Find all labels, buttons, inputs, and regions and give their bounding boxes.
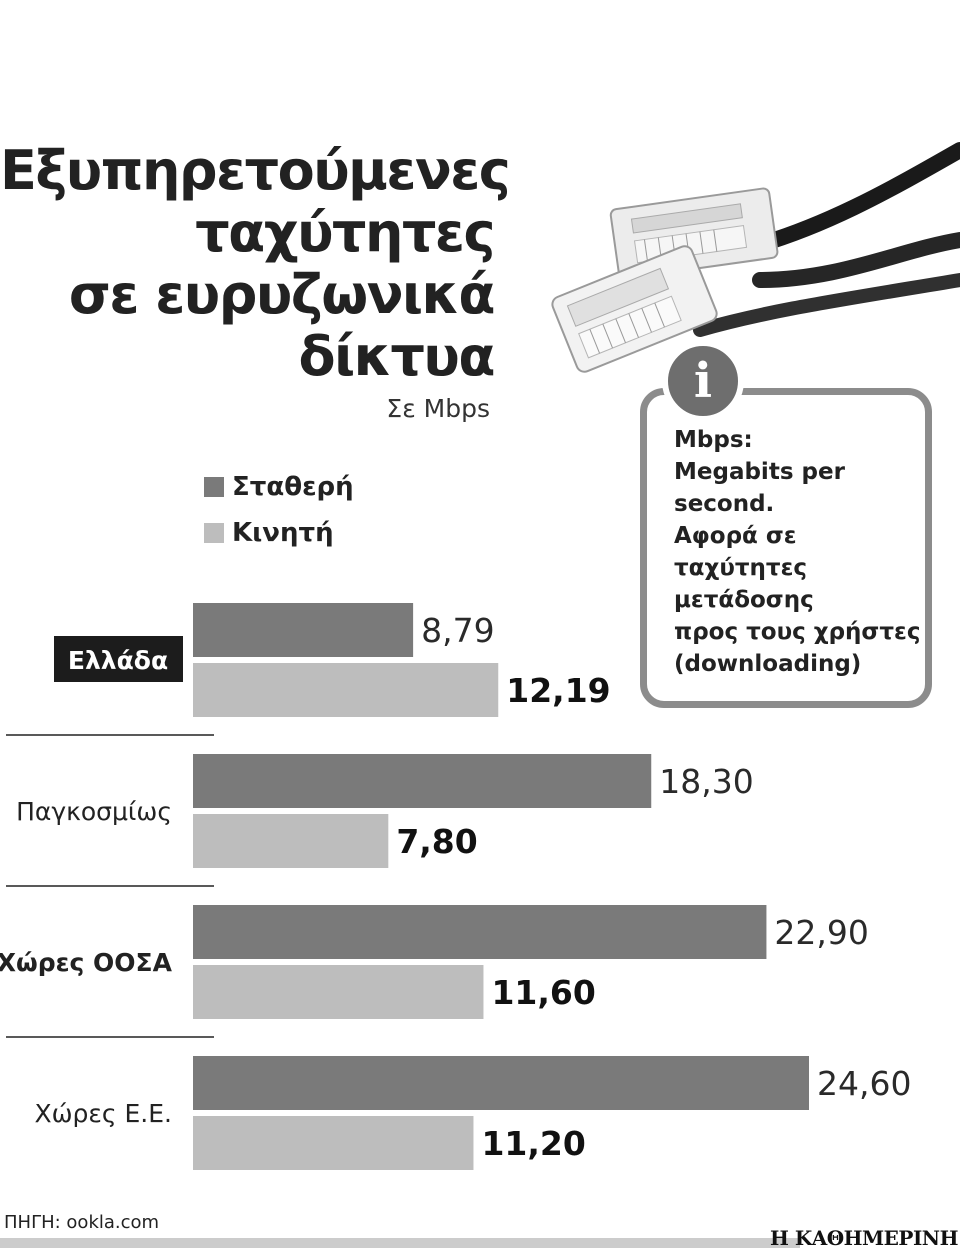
bar-fixed: [193, 905, 767, 959]
category-highlight: [54, 636, 183, 682]
legend-item-mobile: Κινητή: [204, 516, 334, 550]
category-label: Ελλάδα: [68, 646, 168, 675]
bar-mobile: [193, 814, 389, 868]
source-note: ΠΗΓΗ: ookla.com: [4, 1212, 160, 1233]
legend-item-fixed: Σταθερή: [204, 470, 354, 504]
value-label-mobile: 11,60: [491, 973, 595, 1012]
bar-fixed: [193, 1056, 809, 1110]
bar-fixed: [193, 603, 414, 657]
legend-swatch-mobile: [204, 523, 224, 543]
value-label-mobile: 12,19: [506, 671, 610, 710]
value-label-fixed: 24,60: [817, 1064, 911, 1103]
category-label: Παγκοσμίως: [16, 797, 172, 826]
unit-label: Σε Mbps: [386, 394, 490, 423]
title-line-3: σε ευρυζωνικά: [68, 263, 496, 326]
category-label: Χώρες Ε.Ε.: [34, 1099, 172, 1128]
info-box: [640, 388, 932, 708]
value-label-fixed: 18,30: [659, 762, 753, 801]
info-icon: i: [662, 340, 744, 422]
footer-rule: [0, 1238, 800, 1248]
value-label-fixed: 8,79: [421, 611, 494, 650]
bar-mobile: [193, 663, 499, 717]
bar-mobile: [193, 1116, 474, 1170]
info-text: Mbps: Megabits per second. Αφορά σε ταχύ…: [674, 427, 921, 677]
brand-logo: Η ΚΑΘΗΜΕΡΙΝΗ: [769, 1226, 959, 1250]
legend-swatch-fixed: [204, 477, 224, 497]
title-line-1: Εξυπηρετούμενες: [0, 139, 511, 202]
category-label: Χώρες ΟΟΣΑ: [0, 948, 173, 977]
legend-label-mobile: Κινητή: [232, 518, 334, 548]
title-line-2: ταχύτητες: [195, 201, 495, 264]
bar-fixed: [193, 754, 652, 808]
bar-mobile: [193, 965, 484, 1019]
value-label-mobile: 11,20: [481, 1124, 585, 1163]
value-label-fixed: 22,90: [774, 913, 868, 952]
legend-label-fixed: Σταθερή: [232, 472, 354, 502]
title-line-4: δίκτυα: [298, 325, 495, 388]
value-label-mobile: 7,80: [396, 822, 477, 861]
chart-title: Εξυπηρετούμενες ταχύτητες σε ευρυζωνικά …: [0, 139, 511, 388]
ethernet-cable-icon: [551, 142, 960, 373]
